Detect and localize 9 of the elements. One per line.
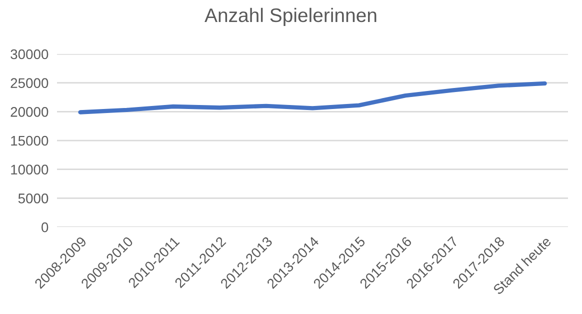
y-tick-label: 20000 — [10, 107, 48, 117]
y-tick-label: 25000 — [10, 78, 48, 88]
y-tick-label: 0 — [42, 222, 48, 232]
y-tick-label: 15000 — [11, 136, 48, 146]
chart-title: Anzahl Spielerinnen — [204, 8, 376, 26]
y-tick-label: 10000 — [11, 164, 48, 175]
y-tick-label: 5000 — [18, 194, 48, 204]
line-series — [78, 81, 547, 114]
y-tick-label: 30000 — [10, 49, 48, 60]
